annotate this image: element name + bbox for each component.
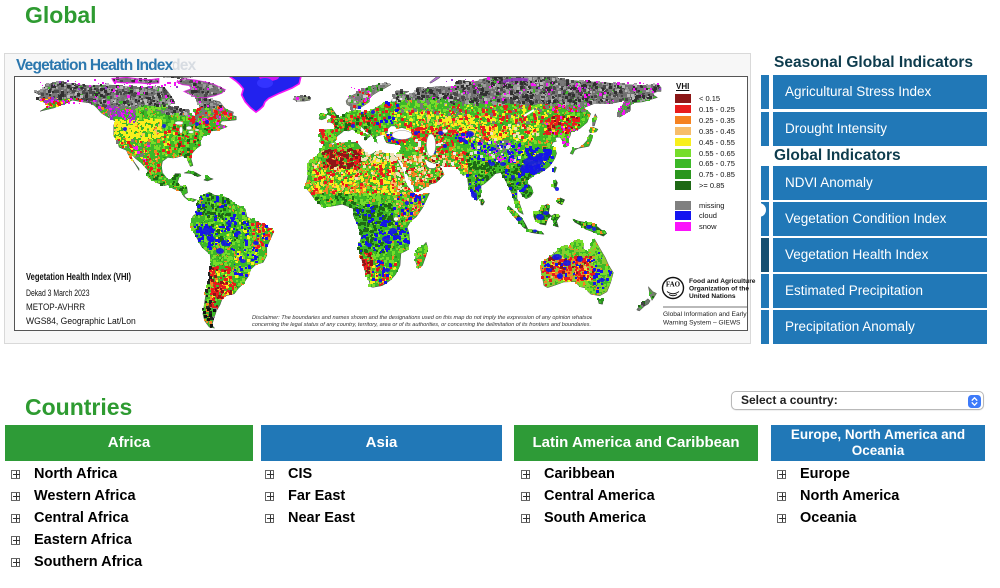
svg-text:Disclaimer: The boundaries and: Disclaimer: The boundaries and names sho… (252, 315, 592, 321)
svg-text:Food and Agriculture: Food and Agriculture (689, 278, 756, 285)
svg-text:concerning the legal status of: concerning the legal status of any count… (252, 322, 591, 328)
svg-text:Global Information and Early: Global Information and Early (663, 311, 747, 318)
svg-text:Warning System – GIEWS: Warning System – GIEWS (663, 320, 741, 327)
svg-text:United Nations: United Nations (689, 293, 736, 300)
svg-text:Organization of the: Organization of the (689, 286, 749, 293)
svg-text:FAO: FAO (666, 281, 681, 289)
